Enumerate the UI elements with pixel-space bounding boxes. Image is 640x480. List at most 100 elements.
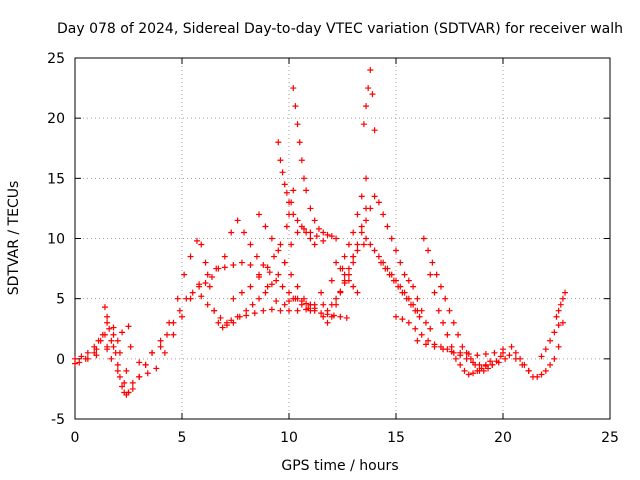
- data-point: [286, 298, 292, 305]
- y-tick-labels: -5 0 5 10 15 20 25: [47, 51, 65, 428]
- data-point: [136, 359, 143, 366]
- data-point: [375, 253, 382, 260]
- data-point: [405, 319, 412, 326]
- data-point: [112, 349, 119, 356]
- data-point: [487, 358, 494, 365]
- data-point: [294, 229, 301, 236]
- data-point: [367, 241, 374, 248]
- data-point: [307, 307, 314, 314]
- data-point: [234, 217, 241, 224]
- data-point: [76, 359, 83, 366]
- data-point: [260, 261, 267, 268]
- data-point: [467, 355, 474, 362]
- data-point: [354, 241, 361, 248]
- data-point: [142, 361, 149, 368]
- data-point: [114, 337, 121, 344]
- data-point: [465, 371, 472, 378]
- data-point: [431, 343, 438, 350]
- data-point: [303, 300, 310, 307]
- data-point: [78, 353, 85, 360]
- data-point: [407, 301, 414, 308]
- data-point: [202, 280, 209, 287]
- data-point: [384, 223, 391, 230]
- data-point: [337, 289, 344, 296]
- series-t12: [290, 85, 340, 242]
- data-point: [286, 307, 292, 314]
- data-point: [324, 307, 331, 314]
- data-point: [119, 383, 126, 390]
- data-point: [341, 271, 348, 278]
- data-point: [497, 353, 504, 360]
- data-point: [211, 307, 218, 314]
- data-point: [298, 223, 305, 230]
- data-point: [294, 283, 301, 290]
- data-point: [275, 139, 282, 146]
- data-point: [455, 331, 462, 338]
- data-point: [275, 247, 282, 254]
- data-point: [256, 295, 263, 302]
- data-point: [551, 329, 558, 336]
- data-point: [446, 307, 453, 314]
- data-point: [350, 259, 357, 266]
- data-point: [219, 324, 226, 331]
- data-point: [187, 253, 194, 260]
- y-tick-label: -5: [51, 412, 65, 428]
- data-point: [262, 289, 269, 296]
- x-tick-label: 10: [280, 430, 298, 446]
- data-point: [345, 241, 352, 248]
- series-t17: [341, 175, 370, 260]
- data-point: [202, 259, 209, 266]
- data-point: [555, 343, 562, 350]
- series-t3: [91, 319, 156, 386]
- series-t6: [157, 229, 235, 350]
- data-point: [397, 259, 404, 266]
- series-t25: [414, 337, 506, 359]
- data-point: [350, 283, 357, 290]
- data-point: [337, 265, 344, 272]
- data-point: [442, 295, 449, 302]
- data-point: [343, 314, 350, 321]
- data-point: [542, 367, 549, 374]
- series-t30: [553, 289, 569, 320]
- data-point: [294, 217, 301, 224]
- data-point: [457, 361, 464, 368]
- data-point: [320, 237, 327, 244]
- data-point: [101, 304, 108, 311]
- data-point: [388, 235, 395, 242]
- data-point: [170, 319, 177, 326]
- data-point: [459, 343, 466, 350]
- data-point: [228, 229, 235, 236]
- x-axis-label: GPS time / hours: [281, 458, 398, 474]
- data-point: [429, 259, 436, 266]
- data-point: [273, 298, 280, 305]
- data-point: [393, 247, 399, 254]
- data-point: [93, 352, 100, 359]
- data-point: [104, 313, 111, 320]
- data-point: [474, 367, 481, 374]
- data-point: [358, 229, 365, 236]
- data-point: [264, 283, 271, 290]
- data-point: [307, 205, 314, 212]
- data-point: [437, 283, 444, 290]
- y-tick-label: 0: [56, 352, 65, 368]
- data-point: [125, 323, 132, 330]
- data-point: [230, 261, 237, 268]
- data-point: [433, 271, 440, 278]
- data-point: [286, 199, 292, 206]
- data-point: [157, 337, 164, 344]
- data-point: [365, 85, 372, 92]
- data-point: [97, 337, 104, 344]
- data-point: [110, 343, 117, 350]
- data-point: [292, 103, 299, 110]
- data-point: [461, 367, 468, 374]
- x-tick-label: 0: [71, 430, 80, 446]
- data-point: [555, 322, 562, 329]
- data-point: [123, 367, 130, 374]
- data-point: [547, 361, 554, 368]
- data-point: [114, 361, 121, 368]
- data-point: [181, 271, 188, 278]
- data-point: [215, 319, 222, 326]
- data-point: [521, 361, 528, 368]
- data-point: [256, 274, 263, 281]
